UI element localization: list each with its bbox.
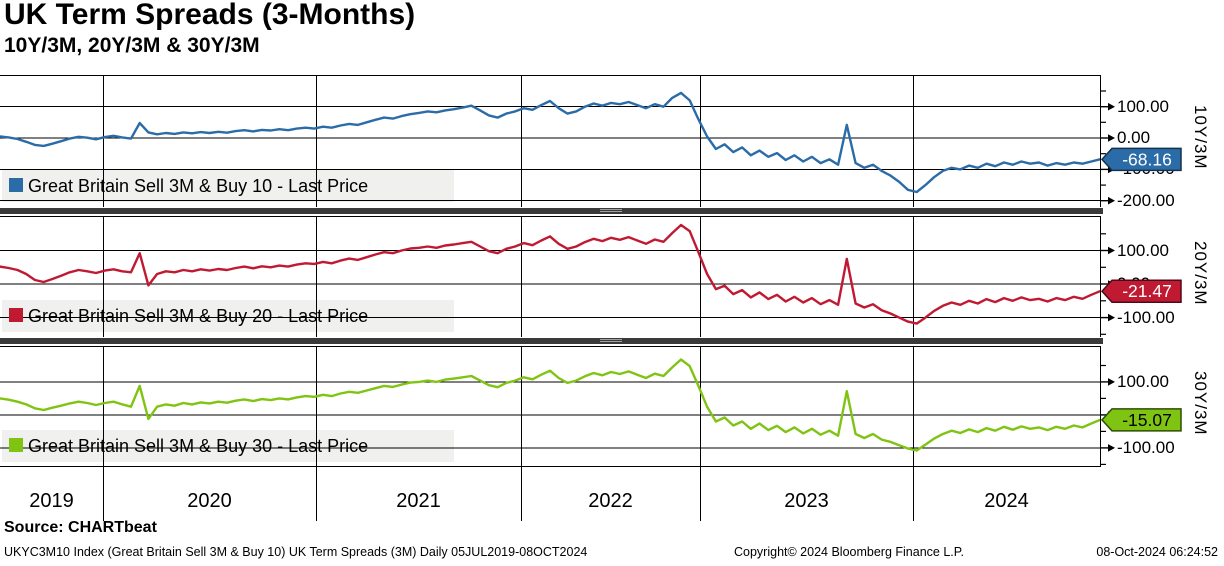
y-tick-label: 100.00 <box>1117 371 1169 391</box>
legend-box <box>2 170 454 202</box>
panel-axis-title: 10Y/3M <box>1191 105 1210 170</box>
page-subtitle: 10Y/3M, 20Y/3M & 30Y/3M <box>4 34 260 57</box>
legend-swatch <box>9 178 23 192</box>
x-tick-label: 2021 <box>396 490 441 512</box>
last-price-badge <box>1100 279 1182 303</box>
x-tick-label: 2023 <box>784 490 829 512</box>
y-tick-label: -100.00 <box>1117 437 1175 457</box>
x-tick-label: 2020 <box>187 490 232 512</box>
y-tick-label: -100.00 <box>1117 307 1175 327</box>
last-price-badge <box>1100 147 1182 172</box>
tick-arrow-icon <box>1108 313 1115 322</box>
separator-drag-handle[interactable] <box>600 338 622 344</box>
panel-axis-title: 30Y/3M <box>1191 370 1210 436</box>
legend-label[interactable]: Great Britain Sell 3M & Buy 20 - Last Pr… <box>28 306 368 326</box>
legend-label[interactable]: Great Britain Sell 3M & Buy 10 - Last Pr… <box>28 176 368 196</box>
tick-arrow-icon <box>1108 246 1115 255</box>
last-price-value: -68.16 <box>1122 149 1172 169</box>
tick-arrow-icon <box>1108 102 1115 111</box>
y-tick-label: 100.00 <box>1117 240 1169 260</box>
separator-drag-handle[interactable] <box>600 208 622 214</box>
chart-panel-10y-3m: Great Britain Sell 3M & Buy 10 - Last Pr… <box>0 75 1182 207</box>
footer-timestamp: 08-Oct-2024 06:24:52 <box>1096 545 1218 559</box>
legend-box <box>2 300 454 332</box>
panel-separator <box>0 208 1103 214</box>
x-tick-label: 2022 <box>588 490 633 512</box>
footer-copyright: Copyright© 2024 Bloomberg Finance L.P. <box>734 545 964 559</box>
x-tick-label: 2019 <box>29 490 74 512</box>
last-price-value: -21.47 <box>1122 281 1172 301</box>
series-line-10y-3m <box>0 91 1102 194</box>
tick-arrow-icon <box>1108 196 1115 205</box>
y-tick-label: 100.00 <box>1117 96 1169 116</box>
panel-separator <box>0 338 1103 344</box>
legend-swatch <box>9 438 23 452</box>
footer-security-info: UKYC3M10 Index (Great Britain Sell 3M & … <box>4 545 588 559</box>
y-tick-label: -200.00 <box>1117 190 1175 210</box>
y-tick-label: 0.00 <box>1117 128 1151 148</box>
tick-arrow-icon <box>1108 378 1115 386</box>
legend-box <box>2 430 454 462</box>
page-title: UK Term Spreads (3-Months) <box>4 0 416 31</box>
series-line-20y-3m <box>0 223 1102 325</box>
last-price-value: -15.07 <box>1122 410 1172 430</box>
tick-arrow-icon <box>1108 134 1115 142</box>
series-line-30y-3m <box>0 358 1102 452</box>
legend-swatch <box>9 308 23 322</box>
last-price-badge <box>1100 408 1182 432</box>
tick-arrow-icon <box>1108 444 1115 452</box>
x-tick-label: 2024 <box>984 490 1029 512</box>
x-axis <box>103 467 914 521</box>
chart-panel-20y-3m: Great Britain Sell 3M & Buy 20 - Last Pr… <box>0 216 1182 337</box>
chart-panel-30y-3m: Great Britain Sell 3M & Buy 30 - Last Pr… <box>0 346 1182 467</box>
legend-label[interactable]: Great Britain Sell 3M & Buy 30 - Last Pr… <box>28 436 368 456</box>
panel-axis-title: 20Y/3M <box>1191 240 1210 306</box>
source-label: Source: CHARTbeat <box>4 519 157 536</box>
